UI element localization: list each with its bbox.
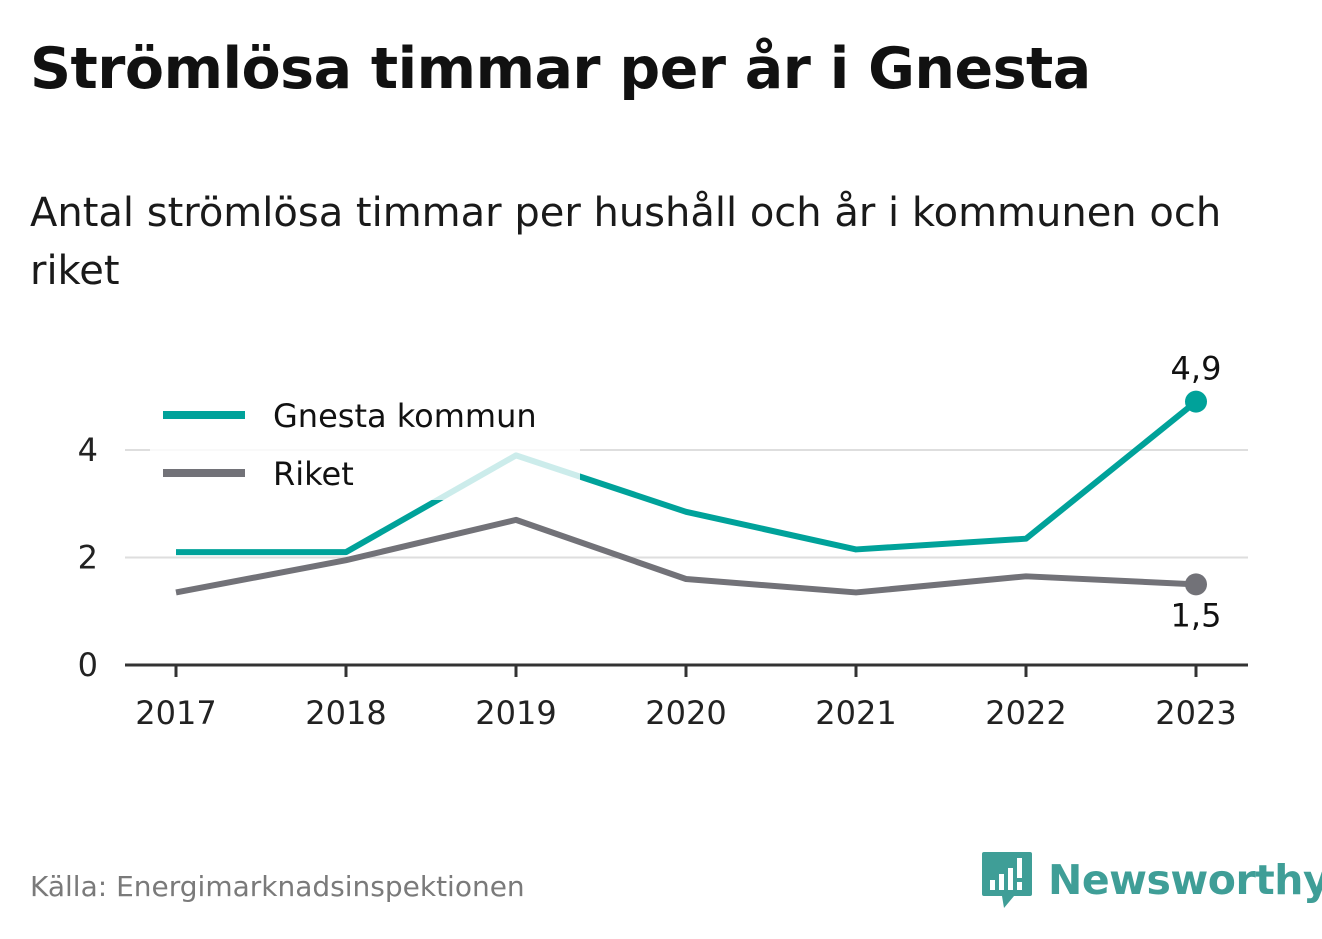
x-tick-label-2017: 2017 [135, 694, 216, 732]
x-axis-ticks: 2017 2018 2019 2020 2021 2022 2023 [135, 665, 1237, 732]
source-note: Källa: Energimarknadsinspektionen [30, 870, 525, 903]
end-value-label-riket: 1,5 [1171, 596, 1222, 634]
x-tick-label-2020: 2020 [645, 694, 726, 732]
end-point-gnesta-kommun [1185, 390, 1207, 413]
end-markers: 4,9 1,5 [1171, 350, 1222, 635]
legend-label-riket: Riket [273, 455, 354, 493]
bar-chart-speech-bubble-icon [982, 852, 1032, 908]
x-tick-label-2021: 2021 [815, 694, 896, 732]
x-tick-label-2022: 2022 [985, 694, 1066, 732]
x-tick-label-2018: 2018 [305, 694, 386, 732]
series-line-riket [175, 516, 1197, 596]
x-tick-label-2019: 2019 [475, 694, 556, 732]
end-value-label-gnesta-kommun: 4,9 [1171, 350, 1222, 388]
series-lines [175, 399, 1198, 596]
brand-logo: Newsworthy [980, 850, 1322, 910]
y-tick-label-4: 4 [78, 431, 98, 469]
legend: Gnesta kommun Riket [163, 397, 537, 493]
y-tick-label-2: 2 [78, 539, 98, 577]
series-line-gnesta-kommun [176, 399, 1198, 556]
end-point-riket [1185, 573, 1207, 596]
chart-subtitle: Antal strömlösa timmar per hushåll och å… [30, 190, 1222, 294]
legend-label-gnesta-kommun: Gnesta kommun [273, 397, 537, 435]
brand-name: Newsworthy [1048, 856, 1322, 904]
x-tick-label-2023: 2023 [1155, 694, 1236, 732]
y-axis-ticks: 0 2 4 [78, 431, 98, 684]
chart-title: Strömlösa timmar per år i Gnesta [30, 36, 1091, 102]
y-tick-label-0: 0 [78, 646, 98, 684]
legend-background [150, 388, 580, 500]
